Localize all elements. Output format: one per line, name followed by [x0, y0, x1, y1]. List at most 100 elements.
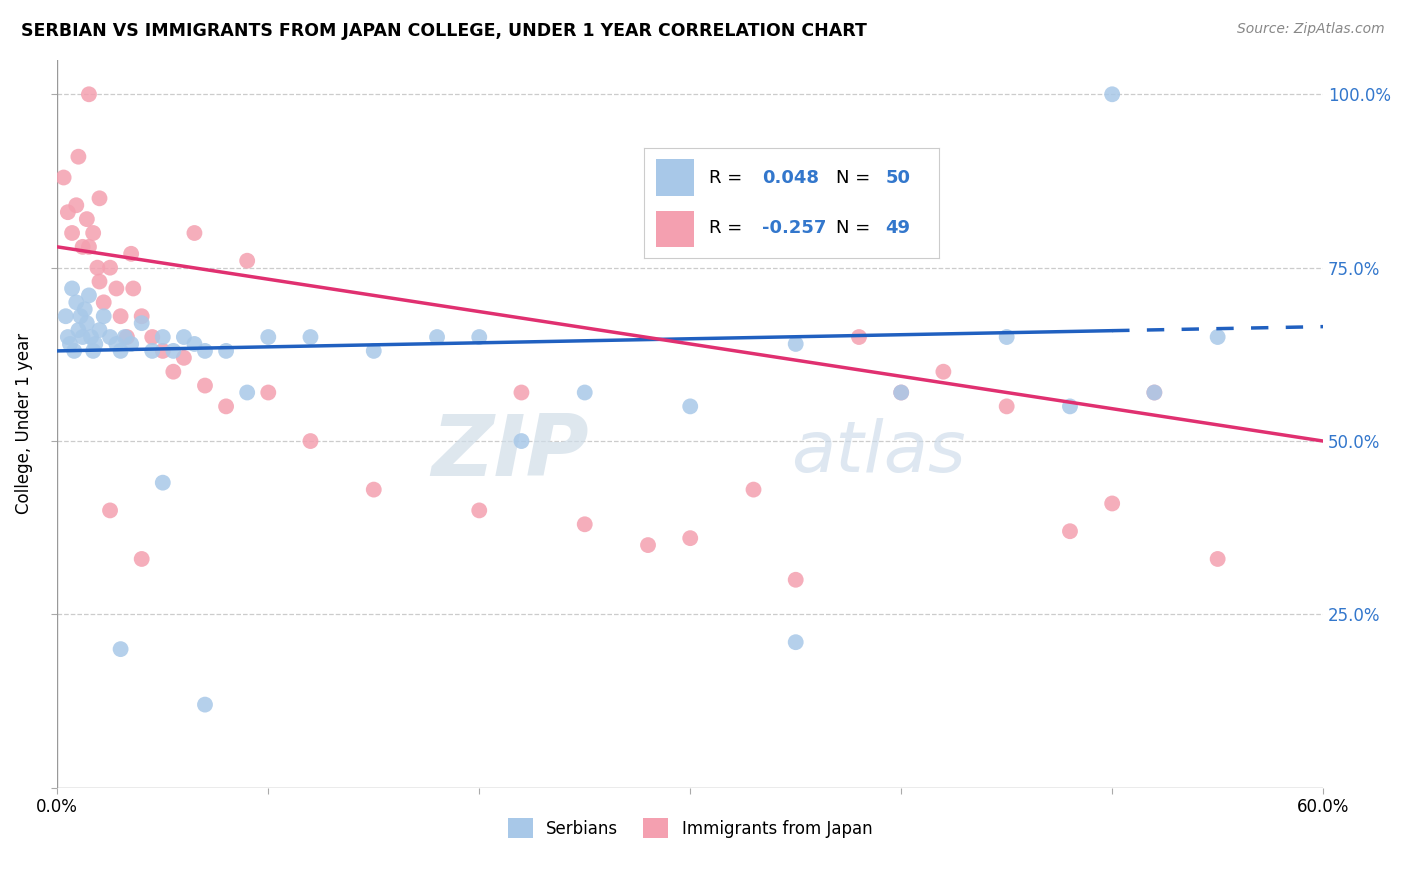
Point — [89, 275, 111, 289]
Point — [77, 288, 100, 302]
Point — [194, 378, 217, 392]
Text: SERBIAN VS IMMIGRANTS FROM JAPAN COLLEGE, UNDER 1 YEAR CORRELATION CHART: SERBIAN VS IMMIGRANTS FROM JAPAN COLLEGE… — [21, 22, 868, 40]
Point — [131, 552, 153, 566]
Point — [1059, 524, 1081, 539]
Point — [86, 260, 108, 275]
Point — [152, 475, 174, 490]
Point — [60, 226, 83, 240]
Point — [468, 503, 491, 517]
Point — [890, 385, 912, 400]
Text: N =: N = — [835, 219, 870, 237]
Point — [1101, 87, 1123, 102]
Point — [141, 330, 163, 344]
Point — [510, 385, 533, 400]
Point — [82, 343, 104, 358]
Point — [679, 400, 702, 414]
Text: ZIP: ZIP — [432, 411, 589, 494]
Point — [56, 205, 79, 219]
Bar — [657, 160, 695, 195]
Point — [152, 343, 174, 358]
Point — [890, 385, 912, 400]
Point — [236, 253, 259, 268]
Point — [60, 281, 83, 295]
Point — [236, 385, 259, 400]
Point — [56, 330, 79, 344]
Point — [120, 337, 142, 351]
Point — [89, 191, 111, 205]
Text: 0.048: 0.048 — [762, 169, 818, 187]
Point — [59, 337, 82, 351]
Point — [162, 343, 184, 358]
Point — [105, 337, 128, 351]
Point — [1206, 552, 1229, 566]
Point — [363, 483, 385, 497]
Point — [426, 330, 449, 344]
Point — [89, 323, 111, 337]
Point — [257, 330, 280, 344]
Point — [80, 330, 103, 344]
Point — [115, 330, 138, 344]
Point — [785, 635, 807, 649]
Point — [98, 330, 121, 344]
Point — [77, 240, 100, 254]
Point — [932, 365, 955, 379]
Point — [152, 330, 174, 344]
Point — [215, 343, 238, 358]
Point — [69, 310, 91, 324]
Text: R =: R = — [709, 219, 742, 237]
Point — [257, 385, 280, 400]
Point — [65, 295, 87, 310]
Legend: Serbians, Immigrants from Japan: Serbians, Immigrants from Japan — [502, 812, 879, 845]
Point — [299, 434, 322, 448]
Point — [55, 310, 77, 324]
Point — [995, 330, 1018, 344]
Point — [98, 503, 121, 517]
Bar — [657, 211, 695, 247]
Point — [1143, 385, 1166, 400]
Point — [122, 281, 145, 295]
Point — [183, 226, 205, 240]
Point — [93, 295, 115, 310]
Point — [131, 316, 153, 330]
Point — [98, 260, 121, 275]
Point — [67, 150, 90, 164]
Y-axis label: College, Under 1 year: College, Under 1 year — [15, 333, 32, 515]
Point — [76, 212, 98, 227]
Point — [785, 573, 807, 587]
Point — [110, 343, 132, 358]
Point — [183, 337, 205, 351]
Point — [76, 316, 98, 330]
Point — [65, 198, 87, 212]
Point — [173, 330, 195, 344]
Point — [52, 170, 75, 185]
Point — [105, 281, 128, 295]
Point — [73, 302, 96, 317]
Point — [141, 343, 163, 358]
Point — [82, 226, 104, 240]
Point — [742, 483, 765, 497]
Point — [468, 330, 491, 344]
Point — [1059, 400, 1081, 414]
Point — [574, 385, 596, 400]
Text: -0.257: -0.257 — [762, 219, 827, 237]
Text: 49: 49 — [886, 219, 911, 237]
Point — [363, 343, 385, 358]
Point — [785, 337, 807, 351]
Point — [84, 337, 107, 351]
Point — [72, 330, 94, 344]
Point — [1143, 385, 1166, 400]
Point — [173, 351, 195, 365]
Point — [72, 240, 94, 254]
Point — [162, 365, 184, 379]
Point — [215, 400, 238, 414]
Point — [1206, 330, 1229, 344]
Point — [995, 400, 1018, 414]
Point — [637, 538, 659, 552]
Text: N =: N = — [835, 169, 870, 187]
Point — [848, 330, 870, 344]
Text: R =: R = — [709, 169, 742, 187]
Point — [110, 310, 132, 324]
Point — [1101, 496, 1123, 510]
Text: Source: ZipAtlas.com: Source: ZipAtlas.com — [1237, 22, 1385, 37]
Point — [114, 330, 136, 344]
